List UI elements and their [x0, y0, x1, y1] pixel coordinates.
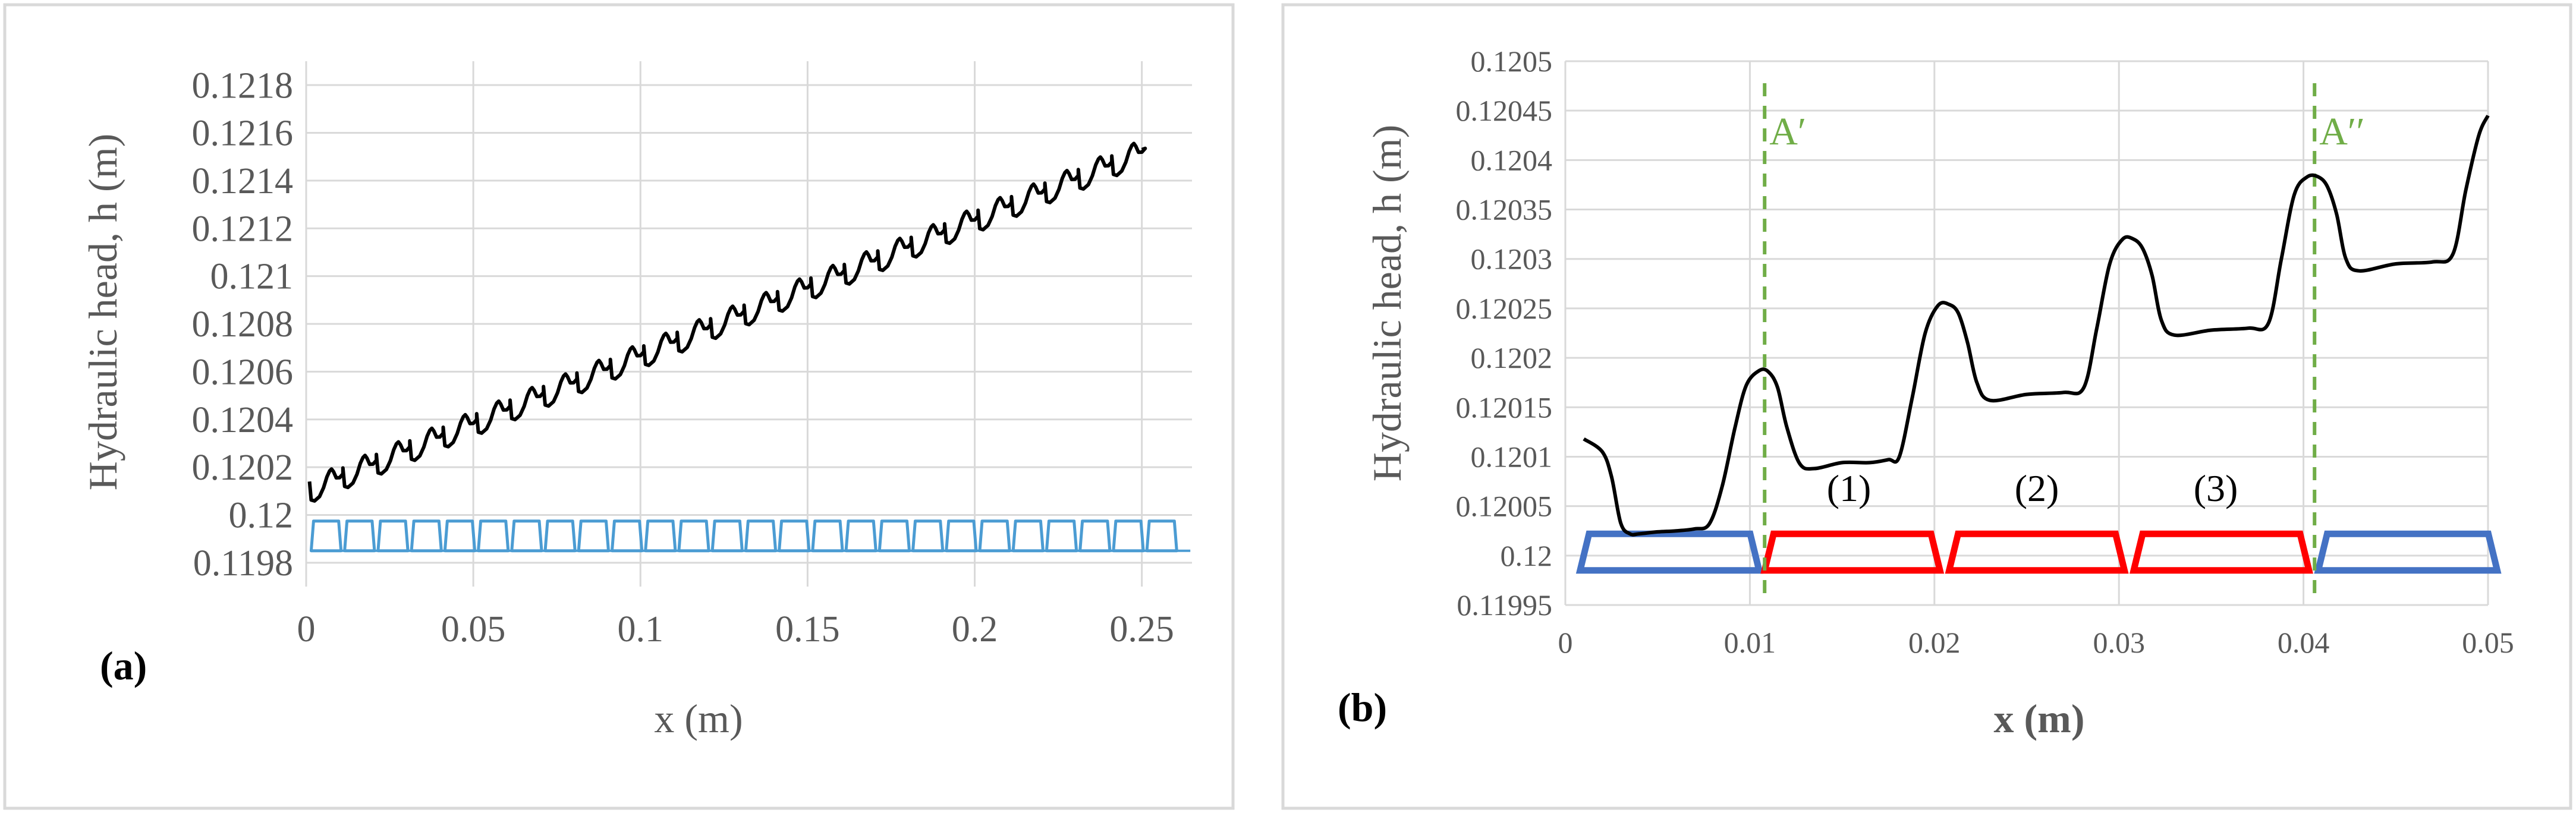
y-tick-label: 0.1218: [192, 65, 294, 106]
trapezoid-cell: [778, 519, 811, 553]
trapezoid-5: [2314, 530, 2502, 574]
x-tick-label: 0.15: [775, 609, 840, 650]
y-tick-label: 0.12005: [1456, 490, 1553, 523]
trapezoid-cell: [309, 519, 343, 553]
panel-b-y-tick-labels: 0.11995 0.12 0.12005 0.1201 0.12015 0.1202 0.1…: [1456, 45, 1553, 622]
trapezoid-cell: [945, 519, 978, 553]
y-tick-label: 0.1201: [1471, 440, 1553, 473]
trapezoid-cell: [410, 519, 443, 553]
annotation-2: (2): [2015, 467, 2059, 509]
trapezoid-cell: [510, 519, 543, 553]
panel-b-series: [1583, 115, 2490, 537]
trapezoid-2: [1760, 530, 1945, 574]
annotation-1: (1): [1827, 467, 1872, 509]
y-tick-label: 0.121: [210, 257, 294, 297]
panel-a-y-axis-label: Hydraulic head, h (m): [80, 134, 125, 490]
trapezoid-4: [2130, 530, 2313, 574]
y-tick-label: 0.1206: [192, 352, 294, 392]
x-tick-label: 0.05: [2462, 626, 2514, 659]
trapezoid-3: [1945, 530, 2129, 574]
trapezoid-cell: [443, 519, 477, 553]
annotation-3: (3): [2194, 467, 2238, 509]
y-tick-label: 0.1214: [192, 161, 294, 201]
trapezoid-cell: [1112, 519, 1145, 553]
series-line-hydraulic-head: [307, 141, 1147, 503]
reference-label-1: A′: [1769, 110, 1806, 153]
y-tick-label: 0.1203: [1471, 242, 1553, 276]
trapezoid-1: [1575, 530, 1763, 574]
y-tick-label: 0.12035: [1456, 193, 1553, 226]
reference-label-2: A′′: [2319, 110, 2365, 153]
x-tick-label: 0.04: [2278, 626, 2330, 659]
panel-a-border: [3, 3, 1235, 810]
x-tick-label: 0: [297, 609, 316, 650]
panel-b-grid: [1564, 60, 2489, 606]
y-tick-label: 0.1198: [193, 543, 293, 584]
y-tick-label: 0.1204: [192, 400, 294, 440]
panel-a-trapezoids: [309, 519, 1191, 553]
y-tick-label: 0.1202: [1471, 341, 1553, 374]
trapezoid-cell: [1011, 519, 1045, 553]
panel-a: 0 0.05 0.1 0.15 0.2 0.25 0.1198 0.12 0.1202 0.12…: [3, 3, 1235, 810]
x-tick-label: 0.02: [1908, 626, 1961, 659]
trapezoid-cell: [577, 519, 610, 553]
trapezoid-cell: [677, 519, 710, 553]
y-tick-label: 0.1212: [192, 209, 294, 249]
panel-a-series: [307, 141, 1147, 503]
trapezoid-cell: [543, 519, 577, 553]
panel-b: A′ A′′ 0 0.01 0.02 0.03 0.04 0.05 0.119950.120…: [1281, 3, 2572, 810]
y-tick-label: 0.12015: [1456, 390, 1553, 424]
trapezoid-cell: [1045, 519, 1078, 553]
y-tick-label: 0.12: [229, 496, 294, 536]
trapezoid-cell: [1078, 519, 1112, 553]
panel-a-y-tick-labels: 0.1198 0.12 0.1202 0.1204 0.1206 0.1208 0.121 0…: [192, 65, 294, 584]
trapezoid-cell: [343, 519, 376, 553]
panel-b-x-tick-labels: 0 0.01 0.02 0.03 0.04 0.05: [1558, 626, 2514, 659]
y-tick-label: 0.11995: [1457, 588, 1552, 622]
x-tick-label: 0.03: [2093, 626, 2145, 659]
trapezoid-cell: [811, 519, 844, 553]
panel-b-reference-lines: A′ A′′: [1763, 83, 2365, 593]
trapezoid-cell: [978, 519, 1011, 553]
panel-b-x-axis-label: x (m): [1994, 696, 2085, 741]
panel-a-x-axis-label: x (m): [654, 696, 743, 741]
trapezoid-cell: [376, 519, 410, 553]
series-line-hydraulic-head: [1583, 115, 2490, 537]
trapezoid-cell: [1145, 519, 1178, 553]
trapezoid-cell: [610, 519, 644, 553]
y-tick-label: 0.1216: [192, 114, 294, 154]
x-tick-label: 0: [1558, 626, 1573, 659]
trapezoid-cell: [744, 519, 778, 553]
y-tick-label: 0.1205: [1471, 45, 1553, 78]
panel-a-x-tick-labels: 0 0.05 0.1 0.15 0.2 0.25: [297, 609, 1174, 650]
x-tick-label: 0.01: [1724, 626, 1776, 659]
trapezoid-cell: [710, 519, 744, 553]
x-tick-label: 0.1: [618, 609, 664, 650]
y-tick-label: 0.1208: [192, 304, 294, 345]
trapezoid-cell: [877, 519, 911, 553]
y-tick-label: 0.12025: [1456, 292, 1553, 325]
panel-b-trapezoids: [1575, 530, 2502, 574]
trapezoid-cell: [911, 519, 945, 553]
panel-b-label: (b): [1338, 685, 1387, 730]
x-tick-label: 0.2: [952, 609, 998, 650]
trapezoid-cell: [477, 519, 510, 553]
y-tick-label: 0.12: [1501, 539, 1553, 572]
panel-a-label: (a): [100, 643, 147, 688]
panel-b-y-axis-label: Hydraulic head, h (m): [1364, 125, 1410, 481]
y-tick-label: 0.12045: [1456, 94, 1553, 127]
x-tick-label: 0.25: [1109, 609, 1174, 650]
x-tick-label: 0.05: [441, 609, 506, 650]
y-tick-label: 0.1202: [192, 448, 294, 488]
trapezoid-cell: [644, 519, 677, 553]
trapezoid-cell: [844, 519, 877, 553]
y-tick-label: 0.1204: [1471, 143, 1553, 177]
